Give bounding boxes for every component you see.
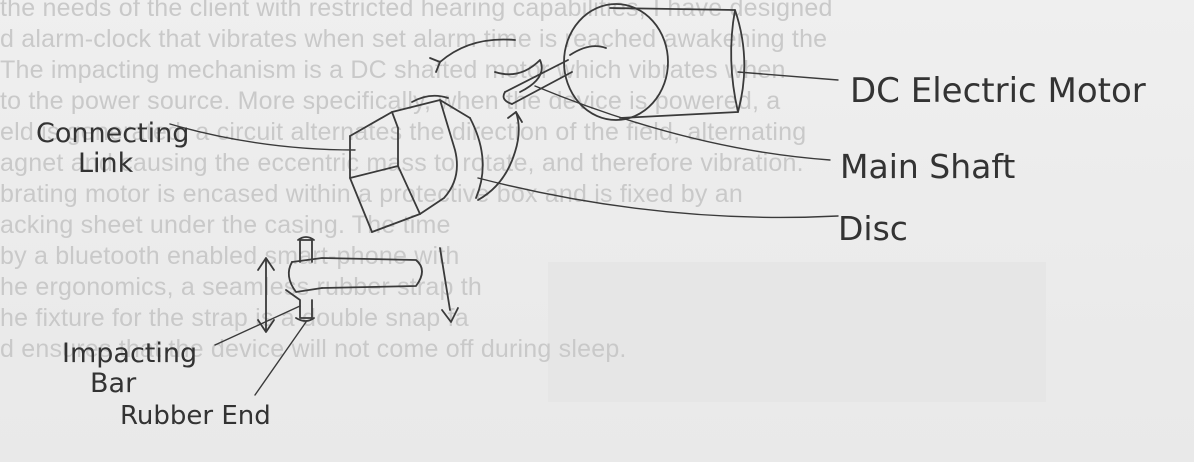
- main-shaft-drawing: [494, 59, 573, 105]
- label-impacting-bar-line1: Impacting: [62, 338, 197, 369]
- label-connecting-link-line2: Link: [78, 148, 134, 179]
- background-text-line: d ensures that the device will not come …: [0, 335, 627, 363]
- label-disc: Disc: [838, 209, 908, 248]
- label-main-shaft: Main Shaft: [840, 147, 1015, 186]
- label-connecting-link-line1: Connecting: [36, 118, 189, 149]
- background-text-line: acking sheet under the casing. The time: [0, 211, 451, 239]
- dc-motor-drawing: [563, 3, 746, 121]
- background-text-line: to the power source. More specifically, …: [0, 87, 781, 115]
- background-text-line: eld is generated, a circuit alternates t…: [0, 118, 807, 146]
- background-text-line: brating motor is encased within a protec…: [0, 180, 743, 208]
- leader-lines: [169, 71, 839, 396]
- background-text-line: he fixture for the strap is a double sna…: [0, 304, 469, 332]
- label-rubber-end: Rubber End: [120, 401, 271, 431]
- connecting-link-drawing: [349, 94, 484, 233]
- background-text-line: The impacting mechanism is a DC shafted …: [0, 56, 786, 84]
- rotation-arrows: [429, 38, 523, 201]
- label-dc-electric-motor: DC Electric Motor: [850, 71, 1146, 111]
- background-text-line: by a bluetooth enabled smart-phone with: [0, 242, 460, 270]
- impacting-bar-drawing: [285, 236, 423, 322]
- label-impacting-bar-line2: Bar: [90, 368, 137, 399]
- background-text-line: d alarm-clock that vibrates when set ala…: [0, 25, 828, 53]
- motion-arrows: [257, 247, 459, 333]
- background-patch: [548, 262, 1046, 402]
